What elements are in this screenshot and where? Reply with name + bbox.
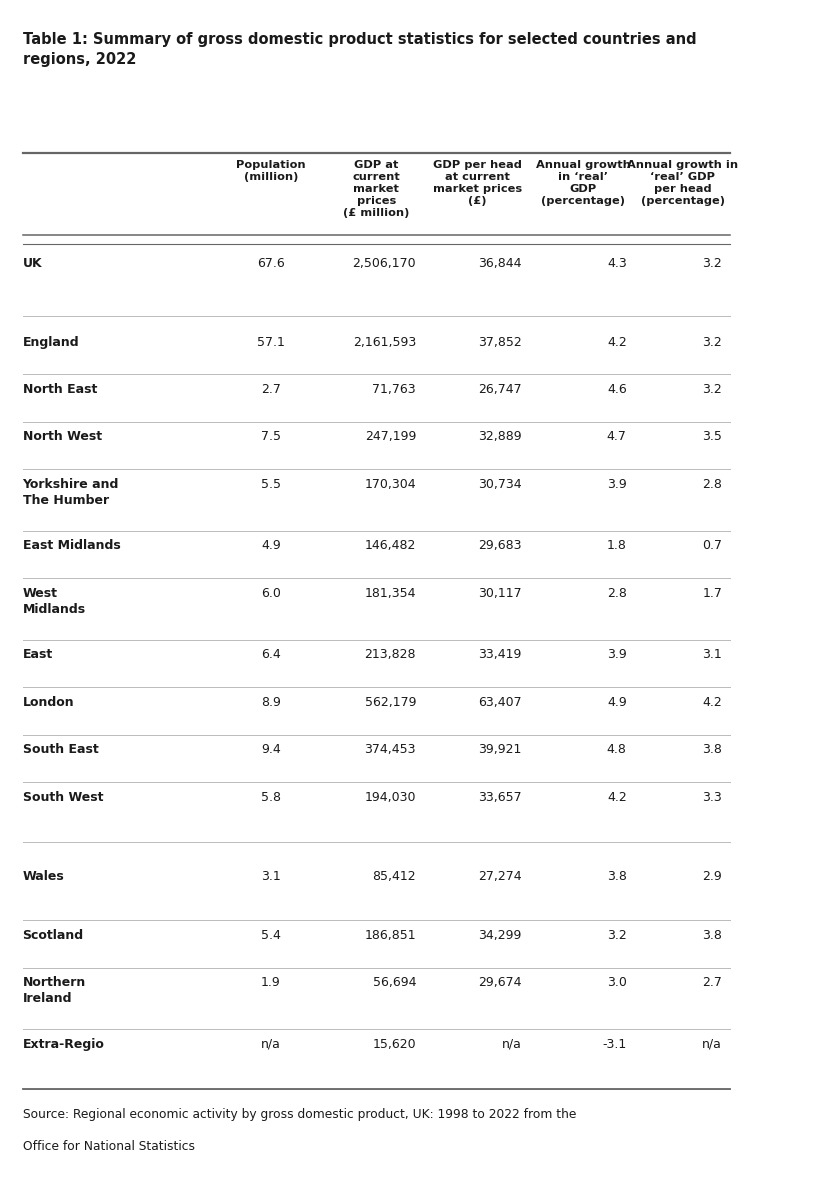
Text: 247,199: 247,199 xyxy=(365,431,416,444)
Text: 3.8: 3.8 xyxy=(606,870,627,882)
Text: 3.2: 3.2 xyxy=(607,929,627,942)
Text: 34,299: 34,299 xyxy=(478,929,521,942)
Text: 2,506,170: 2,506,170 xyxy=(352,257,416,270)
Text: 213,828: 213,828 xyxy=(365,648,416,661)
Text: 374,453: 374,453 xyxy=(365,743,416,756)
Text: 146,482: 146,482 xyxy=(365,540,416,552)
Text: 2.8: 2.8 xyxy=(606,587,627,600)
Text: 15,620: 15,620 xyxy=(372,1038,416,1051)
Text: -3.1: -3.1 xyxy=(602,1038,627,1051)
Text: West
Midlands: West Midlands xyxy=(23,587,85,616)
Text: Northern
Ireland: Northern Ireland xyxy=(23,977,85,1006)
Text: 3.2: 3.2 xyxy=(702,383,722,396)
Text: 2.7: 2.7 xyxy=(261,383,281,396)
Text: Table 1: Summary of gross domestic product statistics for selected countries and: Table 1: Summary of gross domestic produ… xyxy=(23,32,696,67)
Text: 5.5: 5.5 xyxy=(260,478,281,491)
Text: 3.5: 3.5 xyxy=(702,431,722,444)
Text: 33,419: 33,419 xyxy=(478,648,521,661)
Text: 30,734: 30,734 xyxy=(478,478,521,491)
Text: South East: South East xyxy=(23,743,98,756)
Text: 3.8: 3.8 xyxy=(702,743,722,756)
Text: 4.2: 4.2 xyxy=(702,696,722,709)
Text: n/a: n/a xyxy=(261,1038,281,1051)
Text: Extra-Regio: Extra-Regio xyxy=(23,1038,104,1051)
Text: Population
(million): Population (million) xyxy=(236,160,305,181)
Text: 1.7: 1.7 xyxy=(702,587,722,600)
Text: 4.2: 4.2 xyxy=(607,791,627,804)
Text: 1.8: 1.8 xyxy=(606,540,627,552)
Text: 181,354: 181,354 xyxy=(365,587,416,600)
Text: 0.7: 0.7 xyxy=(702,540,722,552)
Text: 9.4: 9.4 xyxy=(261,743,281,756)
Text: 8.9: 8.9 xyxy=(261,696,281,709)
Text: 56,694: 56,694 xyxy=(373,977,416,989)
Text: 67.6: 67.6 xyxy=(257,257,285,270)
Text: 26,747: 26,747 xyxy=(478,383,521,396)
Text: North East: North East xyxy=(23,383,97,396)
Text: London: London xyxy=(23,696,74,709)
Text: 3.8: 3.8 xyxy=(702,929,722,942)
Text: n/a: n/a xyxy=(501,1038,521,1051)
Text: South West: South West xyxy=(23,791,103,804)
Text: 57.1: 57.1 xyxy=(257,336,285,348)
Text: UK: UK xyxy=(23,257,42,270)
Text: 4.8: 4.8 xyxy=(606,743,627,756)
Text: 36,844: 36,844 xyxy=(478,257,521,270)
Text: 5.8: 5.8 xyxy=(260,791,281,804)
Text: GDP at
current
market
prices
(£ million): GDP at current market prices (£ million) xyxy=(343,160,409,217)
Text: 29,674: 29,674 xyxy=(478,977,521,989)
Text: 2.9: 2.9 xyxy=(702,870,722,882)
Text: East Midlands: East Midlands xyxy=(23,540,120,552)
Text: East: East xyxy=(23,648,53,661)
Text: 3.9: 3.9 xyxy=(607,648,627,661)
Text: 2,161,593: 2,161,593 xyxy=(352,336,416,348)
Text: 6.0: 6.0 xyxy=(261,587,281,600)
Text: 1.9: 1.9 xyxy=(261,977,281,989)
Text: Office for National Statistics: Office for National Statistics xyxy=(23,1140,195,1153)
Text: Yorkshire and
The Humber: Yorkshire and The Humber xyxy=(23,478,119,506)
Text: Wales: Wales xyxy=(23,870,64,882)
Text: 194,030: 194,030 xyxy=(365,791,416,804)
Text: 33,657: 33,657 xyxy=(478,791,521,804)
Text: 5.4: 5.4 xyxy=(261,929,281,942)
Text: 3.9: 3.9 xyxy=(607,478,627,491)
Text: 71,763: 71,763 xyxy=(372,383,416,396)
Text: 3.3: 3.3 xyxy=(702,791,722,804)
Text: North West: North West xyxy=(23,431,102,444)
Text: 85,412: 85,412 xyxy=(372,870,416,882)
Text: 4.7: 4.7 xyxy=(606,431,627,444)
Text: 2.8: 2.8 xyxy=(702,478,722,491)
Text: 29,683: 29,683 xyxy=(478,540,521,552)
Text: 27,274: 27,274 xyxy=(478,870,521,882)
Text: 2.7: 2.7 xyxy=(702,977,722,989)
Text: 6.4: 6.4 xyxy=(261,648,281,661)
Text: 7.5: 7.5 xyxy=(260,431,281,444)
Text: 4.3: 4.3 xyxy=(607,257,627,270)
Text: England: England xyxy=(23,336,79,348)
Text: 170,304: 170,304 xyxy=(365,478,416,491)
Text: 4.2: 4.2 xyxy=(607,336,627,348)
Text: 63,407: 63,407 xyxy=(478,696,521,709)
Text: Annual growth
in ‘real’
GDP
(percentage): Annual growth in ‘real’ GDP (percentage) xyxy=(536,160,631,205)
Text: 3.1: 3.1 xyxy=(702,648,722,661)
Text: 3.1: 3.1 xyxy=(261,870,281,882)
Text: 3.0: 3.0 xyxy=(606,977,627,989)
Text: 4.9: 4.9 xyxy=(261,540,281,552)
Text: Source: Regional economic activity by gross domestic product, UK: 1998 to 2022 f: Source: Regional economic activity by gr… xyxy=(23,1108,576,1121)
Text: 562,179: 562,179 xyxy=(365,696,416,709)
Text: Annual growth in
‘real’ GDP
per head
(percentage): Annual growth in ‘real’ GDP per head (pe… xyxy=(627,160,738,205)
Text: 4.9: 4.9 xyxy=(607,696,627,709)
Text: 30,117: 30,117 xyxy=(478,587,521,600)
Text: 3.2: 3.2 xyxy=(702,257,722,270)
Text: GDP per head
at current
market prices
(£): GDP per head at current market prices (£… xyxy=(433,160,523,205)
Text: 37,852: 37,852 xyxy=(478,336,521,348)
Text: n/a: n/a xyxy=(702,1038,722,1051)
Text: Scotland: Scotland xyxy=(23,929,84,942)
Text: 32,889: 32,889 xyxy=(478,431,521,444)
Text: 39,921: 39,921 xyxy=(478,743,521,756)
Text: 186,851: 186,851 xyxy=(365,929,416,942)
Text: 4.6: 4.6 xyxy=(607,383,627,396)
Text: 3.2: 3.2 xyxy=(702,336,722,348)
